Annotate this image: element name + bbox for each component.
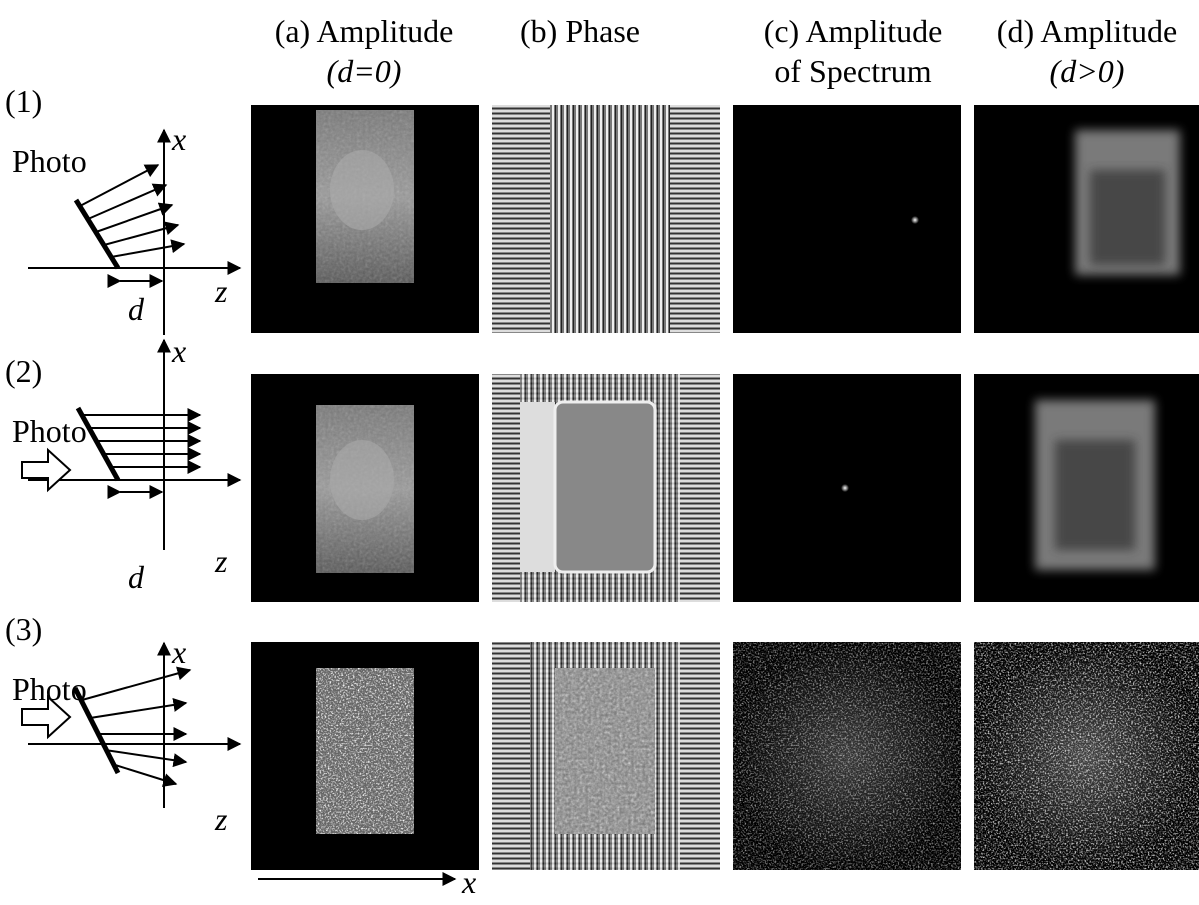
x-axis-label: x (171, 121, 186, 157)
x-axis-label: x (171, 333, 186, 369)
z-axis-label: z (214, 543, 228, 579)
panel-row-2 (251, 374, 1199, 602)
distance-label: d (128, 291, 145, 327)
distance-label: d (128, 559, 145, 595)
diagram-row-3: (3) Photo x z (5, 611, 242, 837)
column-subheader: (d>0) (1050, 53, 1125, 89)
diagram-row-1: (1) Photo x z d (5, 83, 242, 335)
column-header: (d) Amplitude (997, 13, 1177, 49)
row-label: (1) (5, 83, 42, 119)
row-label: (3) (5, 611, 42, 647)
panel-row-1 (251, 105, 1199, 333)
photo-label: Photo (12, 143, 87, 179)
column-header: (b) Phase (520, 13, 640, 49)
panel-row-3 (251, 642, 1199, 870)
z-axis-label: z (214, 801, 228, 837)
column-header: (c) Amplitude (764, 13, 943, 49)
column-header: (a) Amplitude (275, 13, 454, 49)
z-axis-label: z (214, 273, 228, 309)
photo-label: Photo (12, 413, 87, 449)
row-label: (2) (5, 353, 42, 389)
column-subheader: of Spectrum (774, 53, 931, 89)
column-subheader: (d=0) (327, 53, 402, 89)
bottom-axis-label: x (461, 864, 476, 900)
x-axis-label: x (171, 634, 186, 670)
diagram-row-2: (2) Photo x z d (5, 333, 242, 595)
